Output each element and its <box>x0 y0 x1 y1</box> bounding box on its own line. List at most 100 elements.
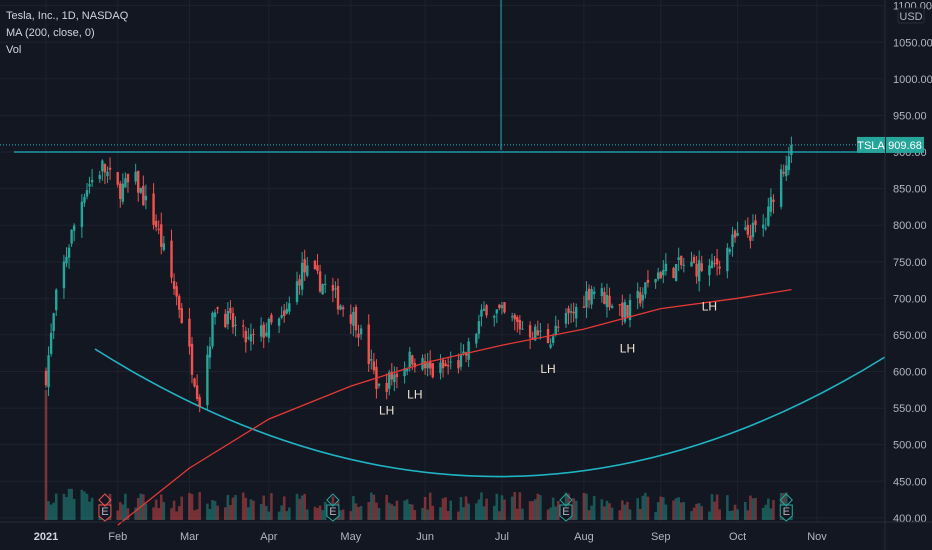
legend-vol[interactable]: Vol <box>6 44 22 56</box>
volume-bar <box>618 510 622 520</box>
time-tick-label: Nov <box>807 531 827 543</box>
candle-body <box>277 318 281 326</box>
candle-body <box>528 325 532 338</box>
candle-body <box>431 363 434 378</box>
candle-body <box>513 314 516 320</box>
rounding-bottom-arc[interactable] <box>94 348 886 478</box>
candle-body <box>211 312 214 347</box>
candle-body <box>175 286 178 297</box>
volume-bar <box>405 499 409 520</box>
volume-bar <box>682 501 686 520</box>
price-scale[interactable]: 1100.001050.001000.00950.00900.00850.008… <box>857 0 932 550</box>
candle-body <box>477 321 481 334</box>
volume-bar <box>428 492 432 520</box>
resistance-line[interactable] <box>0 144 885 153</box>
volume-bar <box>713 501 716 520</box>
price-tick-label: 700.00 <box>893 293 927 305</box>
volume-bar <box>88 501 91 520</box>
candle-body <box>216 307 219 309</box>
volume-bar <box>298 498 301 520</box>
volume-bar <box>118 502 122 520</box>
volume-bar <box>72 498 76 520</box>
candle-body <box>198 397 201 407</box>
volume-bar <box>142 494 145 520</box>
volume-bar <box>277 511 281 520</box>
legend-ma[interactable]: MA (200, close, 0) <box>6 27 95 39</box>
candle-body <box>88 184 91 187</box>
volume-bar <box>533 499 537 520</box>
candle-body <box>295 281 299 303</box>
volume-bar <box>65 496 68 520</box>
volume-bar <box>510 496 514 520</box>
volume-bar <box>539 495 542 520</box>
candle-body <box>626 305 629 317</box>
volume-bar <box>528 501 532 520</box>
candle-body <box>247 337 250 339</box>
earnings-marker[interactable]: E <box>98 504 112 522</box>
time-scale[interactable]: 2021 Feb Mar Apr May Jun Jul Aug Sep Oct Nov <box>0 521 932 543</box>
candle-body <box>119 183 122 200</box>
volume-bar <box>175 511 178 520</box>
time-tick-label: 2021 <box>34 531 58 543</box>
volume-bar <box>459 497 463 520</box>
volume-bar <box>623 504 627 520</box>
volume-bar <box>375 502 378 520</box>
candle-body <box>377 383 381 386</box>
earnings-marker[interactable]: E <box>559 504 573 522</box>
price-tick-label: 650.00 <box>893 330 927 342</box>
candle-body <box>393 374 396 383</box>
volume-bar <box>305 509 309 520</box>
earnings-marker[interactable]: E <box>326 504 340 522</box>
candle-body <box>736 232 739 236</box>
price-tick-label: 950.00 <box>893 110 927 122</box>
candle-body <box>746 225 750 235</box>
volume-bar <box>462 507 465 520</box>
candle-body <box>103 164 107 173</box>
volume-bar <box>126 508 130 520</box>
candle-body <box>603 292 606 304</box>
volume-bar <box>313 506 317 520</box>
candle-body <box>587 288 591 301</box>
candle-body <box>608 295 611 308</box>
volume-bar <box>518 492 522 520</box>
candle-body <box>480 309 483 317</box>
candle-body <box>160 224 163 247</box>
candle-body <box>180 308 183 323</box>
volume-bar <box>654 511 657 520</box>
price-tick-label: 450.00 <box>893 476 927 488</box>
volume-bar <box>270 493 273 520</box>
volume-bar <box>170 508 173 520</box>
candle-body <box>639 292 642 304</box>
candle-body <box>439 362 442 374</box>
candle-body <box>193 378 196 387</box>
time-tick-label: Feb <box>108 531 127 543</box>
candle-body <box>388 372 391 389</box>
earnings-marker[interactable]: E <box>779 504 793 522</box>
candle-body <box>249 334 253 342</box>
candle-body <box>306 265 309 276</box>
candle-body <box>144 195 148 201</box>
legend-symbol[interactable]: Tesla, Inc., 1D, NASDAQ <box>6 10 129 22</box>
candle-body <box>213 312 217 318</box>
candle-body <box>731 234 734 247</box>
volume-bar <box>495 493 499 520</box>
candle-body <box>762 224 765 229</box>
candle-body <box>206 354 209 406</box>
candle-body <box>300 262 304 290</box>
dividend-marker <box>559 493 573 507</box>
volume-bar <box>410 504 414 520</box>
price-tick-label: 850.00 <box>893 184 927 196</box>
candle-body <box>636 290 639 299</box>
volume-bar <box>449 500 453 520</box>
candle-body <box>316 265 319 272</box>
candle-body <box>313 260 317 270</box>
price-tick-label: 400.00 <box>893 513 927 525</box>
volume-bar <box>159 494 163 520</box>
candle-body <box>697 260 701 282</box>
candle-body <box>157 228 160 230</box>
candle-body <box>656 272 660 280</box>
volume-bar <box>144 503 148 520</box>
grid <box>0 0 885 522</box>
